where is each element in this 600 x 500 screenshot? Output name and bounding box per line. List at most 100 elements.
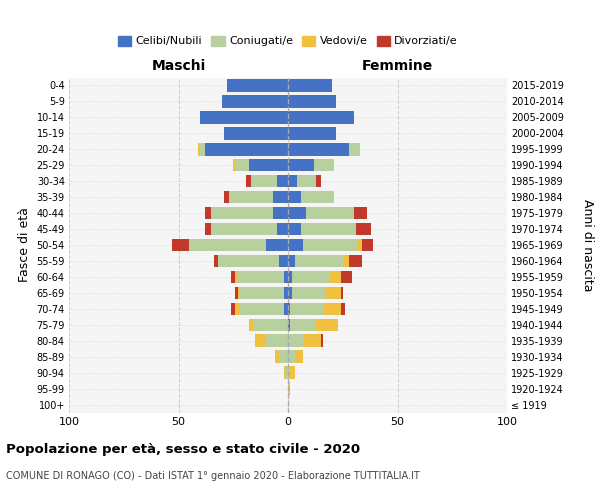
Bar [224,191,229,203]
Bar [288,95,336,108]
Bar [341,286,343,299]
Bar [229,191,272,203]
Bar [325,286,341,299]
Bar [314,159,334,172]
Bar [316,318,338,331]
Y-axis label: Anni di nascita: Anni di nascita [581,198,594,291]
Text: Femmine: Femmine [362,58,433,72]
Bar [362,239,373,251]
Bar [198,143,200,156]
Bar [279,254,288,267]
Text: Popolazione per età, sesso e stato civile - 2020: Popolazione per età, sesso e stato civil… [6,442,360,456]
Bar [211,207,272,220]
Bar [284,286,288,299]
Bar [288,318,290,331]
Bar [277,175,288,188]
Bar [205,143,288,156]
Bar [247,175,251,188]
Bar [286,366,288,379]
Bar [341,270,352,283]
Bar [235,286,238,299]
Bar [238,270,284,283]
Bar [172,239,190,251]
Bar [349,143,360,156]
Legend: Celibi/Nubili, Coniugati/e, Vedovi/e, Divorziati/e: Celibi/Nubili, Coniugati/e, Vedovi/e, Di… [113,31,463,51]
Bar [248,159,288,172]
Bar [301,191,334,203]
Bar [292,270,329,283]
Bar [240,302,284,315]
Bar [354,207,367,220]
Bar [190,239,266,251]
Bar [290,302,323,315]
Bar [235,302,240,315]
Text: COMUNE DI RONAGO (CO) - Dati ISTAT 1° gennaio 2020 - Elaborazione TUTTITALIA.IT: COMUNE DI RONAGO (CO) - Dati ISTAT 1° ge… [6,471,420,481]
Bar [284,302,288,315]
Bar [297,175,316,188]
Bar [277,223,288,235]
Bar [295,350,304,363]
Bar [288,111,354,124]
Bar [329,270,341,283]
Bar [316,175,321,188]
Bar [288,207,305,220]
Bar [292,286,325,299]
Bar [200,143,205,156]
Bar [343,254,349,267]
Bar [301,223,356,235]
Bar [214,254,218,267]
Bar [288,143,349,156]
Bar [218,254,279,267]
Bar [284,270,288,283]
Bar [290,318,316,331]
Bar [224,127,288,140]
Bar [288,302,290,315]
Bar [235,270,238,283]
Bar [255,334,266,347]
Bar [288,80,332,92]
Bar [323,302,341,315]
Bar [227,80,288,92]
Bar [304,334,321,347]
Bar [288,350,295,363]
Bar [238,286,240,299]
Bar [290,366,295,379]
Bar [295,254,343,267]
Bar [235,159,248,172]
Bar [288,127,336,140]
Bar [288,175,297,188]
Bar [272,191,288,203]
Bar [253,318,288,331]
Bar [288,254,295,267]
Bar [288,334,304,347]
Bar [358,239,362,251]
Bar [288,382,290,395]
Bar [275,350,279,363]
Bar [266,334,288,347]
Bar [341,302,345,315]
Bar [349,254,362,267]
Y-axis label: Fasce di età: Fasce di età [18,208,31,282]
Bar [266,239,288,251]
Bar [205,223,211,235]
Bar [231,302,235,315]
Bar [288,159,314,172]
Bar [288,191,301,203]
Bar [305,207,354,220]
Bar [321,334,323,347]
Bar [288,223,301,235]
Bar [248,318,253,331]
Bar [251,175,277,188]
Bar [288,239,304,251]
Bar [304,239,358,251]
Bar [356,223,371,235]
Bar [231,270,235,283]
Bar [279,350,288,363]
Bar [205,207,211,220]
Bar [200,111,288,124]
Text: Maschi: Maschi [151,58,206,72]
Bar [240,286,284,299]
Bar [288,366,290,379]
Bar [288,286,292,299]
Bar [222,95,288,108]
